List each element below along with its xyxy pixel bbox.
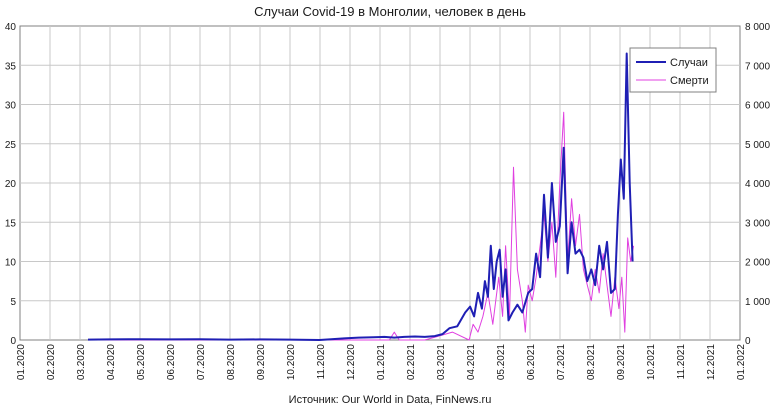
y-right-tick-label: 0 xyxy=(745,336,751,347)
x-tick-label: 02.2020 xyxy=(46,344,57,381)
y-right-tick-label: 8 000 xyxy=(745,22,770,33)
x-tick-label: 08.2020 xyxy=(226,344,237,381)
y-left-tick-label: 10 xyxy=(5,258,17,269)
chart-title: Случаи Covid-19 в Монголии, человек в де… xyxy=(254,4,526,19)
x-tick-label: 02.2021 xyxy=(406,344,417,381)
y-left-tick-label: 20 xyxy=(5,179,17,190)
y-left-tick-label: 5 xyxy=(10,297,16,308)
x-tick-label: 11.2021 xyxy=(676,344,687,380)
y-right-tick-label: 3 000 xyxy=(745,218,770,229)
x-tick-label: 05.2021 xyxy=(496,344,507,381)
x-tick-label: 01.2021 xyxy=(376,344,387,381)
x-tick-label: 01.2022 xyxy=(736,344,747,381)
y-right-tick-label: 5 000 xyxy=(745,140,770,151)
x-tick-label: 04.2020 xyxy=(106,344,117,381)
y-left-tick-label: 15 xyxy=(5,218,17,229)
y-right-tick-label: 4 000 xyxy=(745,179,770,190)
x-tick-label: 12.2021 xyxy=(706,344,717,381)
x-tick-label: 03.2020 xyxy=(76,344,87,381)
x-tick-label: 06.2021 xyxy=(526,344,537,381)
y-right-tick-label: 7 000 xyxy=(745,61,770,72)
x-tick-label: 04.2021 xyxy=(466,344,477,381)
chart-source: Источник: Our World in Data, FinNews.ru xyxy=(289,394,492,406)
x-tick-label: 09.2020 xyxy=(256,344,267,381)
y-right-tick-label: 6 000 xyxy=(745,101,770,112)
series xyxy=(87,52,635,341)
legend-deaths-label: Смерти xyxy=(670,75,709,87)
axes: 0 5 10 15 20 25 30 35 40 0 1 000 2 000 3 000 4 000 5 0… xyxy=(5,22,771,380)
x-tick-label: 03.2021 xyxy=(436,344,447,381)
y-left-tick-label: 35 xyxy=(5,61,17,72)
legend-cases-label: Случаи xyxy=(670,57,708,69)
x-tick-label: 12.2020 xyxy=(346,344,357,381)
legend: Случаи Смерти xyxy=(629,47,717,93)
x-tick-label: 05.2020 xyxy=(136,344,147,381)
x-tick-label: 10.2020 xyxy=(286,344,297,381)
y-left-tick-label: 40 xyxy=(5,22,17,33)
x-tick-label: 01.2020 xyxy=(16,344,27,381)
y-left-tick-label: 25 xyxy=(5,140,17,151)
x-tick-label: 08.2021 xyxy=(586,344,597,381)
x-tick-label: 10.2021 xyxy=(646,344,657,381)
y-right-tick-label: 2 000 xyxy=(745,258,770,269)
y-left-tick-label: 30 xyxy=(5,101,17,112)
x-tick-label: 06.2020 xyxy=(166,344,177,381)
y-right-tick-label: 1 000 xyxy=(745,297,770,308)
x-tick-label: 09.2021 xyxy=(616,344,627,381)
series-line-cases xyxy=(87,52,634,341)
x-tick-label: 07.2020 xyxy=(196,344,207,381)
y-left-tick-label: 0 xyxy=(10,336,16,347)
x-tick-label: 07.2021 xyxy=(556,344,567,381)
x-tick-label: 11.2020 xyxy=(316,344,327,380)
legend-box xyxy=(629,47,717,93)
